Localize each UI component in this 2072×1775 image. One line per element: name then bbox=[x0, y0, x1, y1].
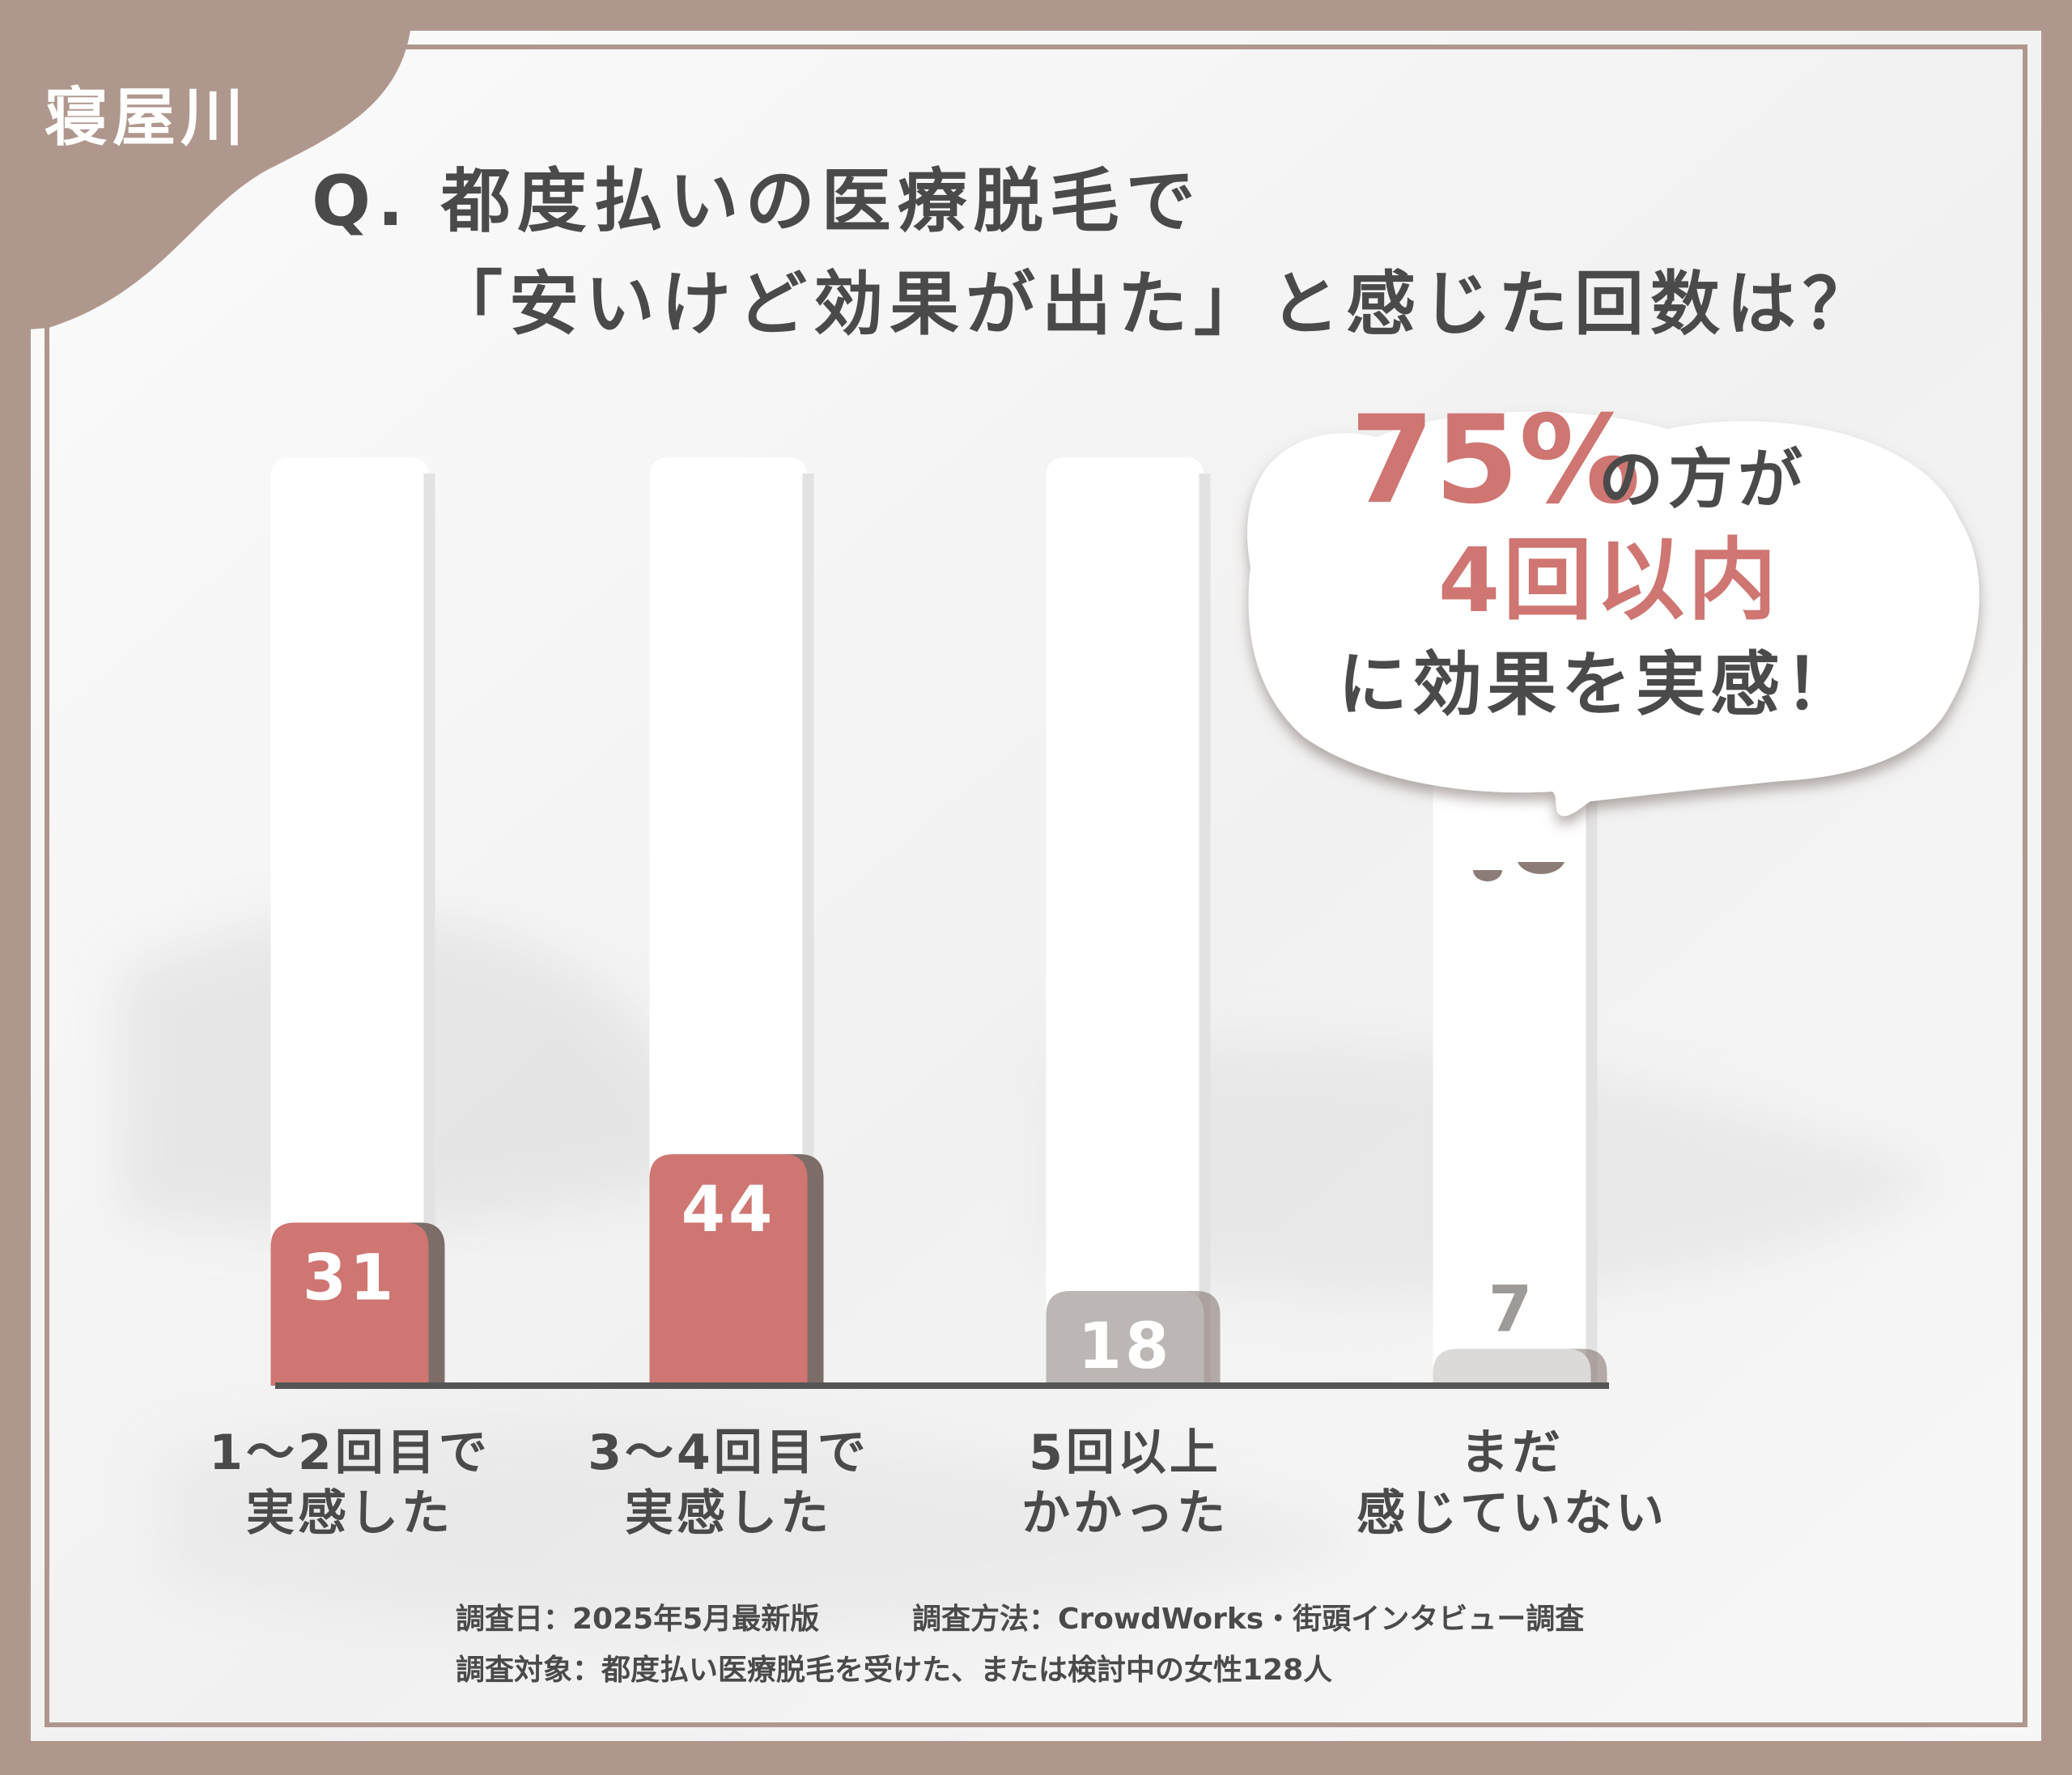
x-tick-label: 実感した bbox=[246, 1485, 453, 1542]
bar-tracks bbox=[270, 457, 1598, 1386]
footer-method: 調査方法：CrowdWorks・街頭インタビュー調査 bbox=[912, 1603, 1584, 1636]
x-tick-label: まだ bbox=[1460, 1425, 1564, 1481]
bubble-dot-1 bbox=[1473, 870, 1502, 881]
bar-value-label: 31 bbox=[303, 1242, 397, 1315]
x-tick-label: 5回以上 bbox=[1029, 1425, 1221, 1481]
callout-line1-rest: の方が bbox=[1599, 442, 1807, 517]
callout-percent: 75% bbox=[1350, 390, 1641, 531]
bar bbox=[1046, 1291, 1204, 1386]
x-tick-label: 1〜2回目で bbox=[209, 1425, 490, 1481]
inner-border bbox=[45, 45, 2027, 1727]
x-tick-label: かかった bbox=[1021, 1485, 1229, 1542]
callout-line3: に効果を実感！ bbox=[1338, 644, 1859, 725]
callout-line2: 4回以内 bbox=[1438, 529, 1781, 632]
bar-value-label: 18 bbox=[1078, 1310, 1173, 1383]
corner-ribbon bbox=[0, 0, 413, 332]
bars: 31 44 18 7 bbox=[270, 1154, 1607, 1386]
footer-target: 調査対象：都度払い医療脱毛を受けた、または検討中の女性128人 bbox=[456, 1654, 1332, 1687]
region-label: 寝屋川 bbox=[45, 82, 248, 155]
bar-track bbox=[270, 457, 429, 1386]
x-tick-label: 感じていない bbox=[1357, 1485, 1667, 1542]
bar-value-label: 44 bbox=[681, 1174, 776, 1246]
x-tick-label: 実感した bbox=[625, 1485, 832, 1542]
bar-value-label: 7 bbox=[1488, 1274, 1535, 1347]
title-line-1: Q. 都度払いの医療脱毛で bbox=[312, 161, 1202, 242]
bar bbox=[270, 1222, 429, 1386]
footer-date: 調査日：2025年5月最新版 bbox=[456, 1603, 819, 1636]
bar-track-edge bbox=[1199, 473, 1211, 1386]
title-line-2: 「安いけど効果が出た」と感じた回数は？ bbox=[433, 264, 1879, 345]
x-tick-label: 3〜4回目で bbox=[588, 1425, 869, 1481]
bar bbox=[649, 1154, 808, 1386]
callout-bubble bbox=[1247, 411, 1980, 817]
bar-track bbox=[1046, 457, 1204, 1386]
bubble-dot-2 bbox=[1518, 862, 1565, 874]
bar bbox=[1433, 1348, 1591, 1386]
bar-track bbox=[649, 457, 808, 1386]
bar-track-edge bbox=[423, 473, 435, 1386]
